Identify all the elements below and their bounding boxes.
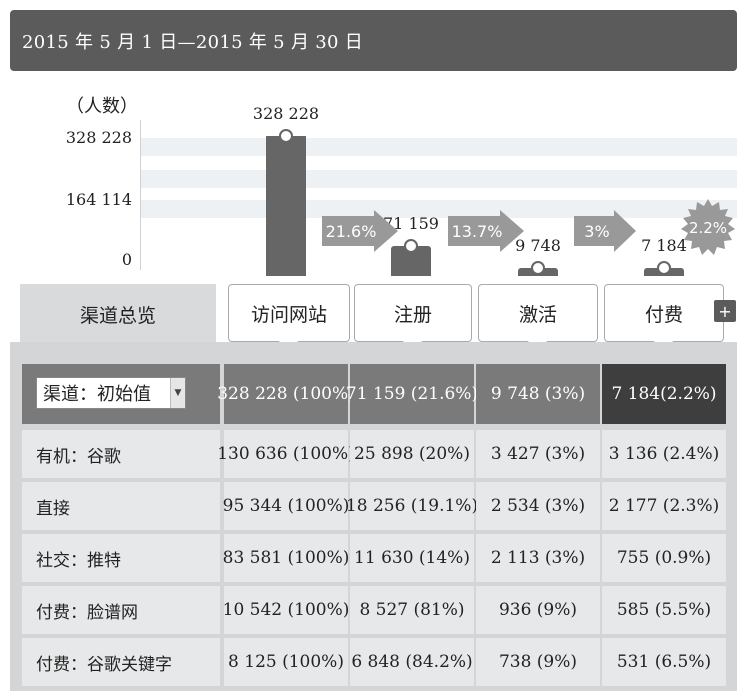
- channel-select[interactable]: 渠道： 初始值 ▼: [36, 377, 186, 409]
- bar-point-marker: [279, 129, 293, 143]
- bar-point-marker: [657, 261, 671, 275]
- bar-point-marker: [404, 238, 418, 253]
- conversion-arrow-3: 3%: [574, 210, 636, 252]
- row-value-activate: 738 (9%): [476, 638, 600, 686]
- row-value-visit: 130 636 (100%): [217, 430, 355, 478]
- row-value-visit: 83 581 (100%): [223, 534, 349, 582]
- funnel-bar: [266, 136, 306, 276]
- tab-label: 渠道总览: [79, 304, 156, 327]
- tab-label: 注册: [393, 303, 432, 326]
- row-channel-name: 付费：脸谱网: [22, 586, 220, 634]
- row-value-register: 11 630 (14%): [350, 534, 474, 582]
- bar-value-label: 71 159: [383, 213, 439, 233]
- row-value-register: 25 898 (20%): [350, 430, 474, 478]
- tab-label: 激活: [518, 303, 557, 326]
- conversion-arrow-2: 13.7%: [448, 210, 524, 252]
- row-channel-name: 直接: [22, 482, 220, 530]
- total-cell-visit: 328 228 (100%): [217, 364, 355, 424]
- row-channel-name: 付费：谷歌关键字: [22, 638, 220, 686]
- date-range-header: 2015 年 5 月 1 日—2015 年 5 月 30 日: [10, 10, 737, 71]
- channel-select-value: 初始值: [97, 384, 151, 405]
- date-range-title: 2015 年 5 月 1 日—2015 年 5 月 30 日: [22, 32, 364, 53]
- row-value-visit: 8 125 (100%): [224, 638, 348, 686]
- bar-value-label: 7 184: [641, 236, 687, 255]
- tab-channel-overview[interactable]: 渠道总览: [20, 284, 216, 344]
- y-tick-label: 0: [121, 250, 132, 269]
- row-value-pay: 585 (5.5%): [602, 586, 726, 634]
- grid-band: [140, 138, 737, 156]
- overall-conversion-label: 2.2%: [688, 219, 728, 237]
- tab-visit-site[interactable]: 访问网站: [228, 284, 350, 342]
- tab-label: 付费: [644, 303, 683, 326]
- tab-pay[interactable]: 付费: [604, 284, 724, 342]
- tab-activate[interactable]: 激活: [478, 284, 598, 342]
- conversion-rate-label: 3%: [584, 221, 610, 241]
- y-tick-label: 164 114: [65, 190, 132, 209]
- total-cell-register: 71 159 (21.6%): [346, 364, 478, 424]
- add-tab-button[interactable]: +: [714, 300, 736, 322]
- chevron-down-icon[interactable]: ▼: [170, 378, 185, 408]
- conversion-rate-label: 21.6%: [325, 221, 377, 241]
- row-channel-name: 社交：推特: [22, 534, 220, 582]
- channel-select-label: 渠道：: [43, 384, 97, 405]
- overall-conversion-badge: 2.2%: [679, 199, 737, 257]
- y-tick-label: 328 228: [65, 128, 132, 147]
- tab-label: 访问网站: [250, 303, 327, 326]
- row-value-register: 8 527 (81%): [350, 586, 474, 634]
- row-value-pay: 2 177 (2.3%): [602, 482, 726, 530]
- bar-value-label: 328 228: [252, 104, 320, 123]
- y-axis-unit-label: （人数）: [66, 96, 138, 117]
- conversion-rate-label: 13.7%: [451, 221, 503, 241]
- row-value-visit: 10 542 (100%): [223, 586, 349, 634]
- y-axis-line: [140, 120, 141, 270]
- row-value-activate: 2 534 (3%): [476, 482, 600, 530]
- grid-band: [140, 170, 737, 188]
- row-value-activate: 3 427 (3%): [476, 430, 600, 478]
- total-cell-pay: 7 184(2.2%): [602, 364, 726, 424]
- conversion-arrow-1: 21.6%: [322, 210, 398, 252]
- row-value-register: 18 256 (19.1%): [346, 482, 478, 530]
- bar-point-marker: [531, 261, 545, 275]
- row-value-pay: 531 (6.5%): [602, 638, 726, 686]
- row-value-pay: 3 136 (2.4%): [602, 430, 726, 478]
- row-value-activate: 2 113 (3%): [476, 534, 600, 582]
- row-value-visit: 95 344 (100%): [223, 482, 349, 530]
- row-channel-name: 有机：谷歌: [22, 430, 220, 478]
- row-value-pay: 755 (0.9%): [602, 534, 726, 582]
- row-value-register: 6 848 (84.2%): [350, 638, 474, 686]
- tab-register[interactable]: 注册: [354, 284, 472, 342]
- row-value-activate: 936 (9%): [476, 586, 600, 634]
- bar-value-label: 9 748: [515, 236, 561, 255]
- total-cell-activate: 9 748 (3%): [476, 364, 600, 424]
